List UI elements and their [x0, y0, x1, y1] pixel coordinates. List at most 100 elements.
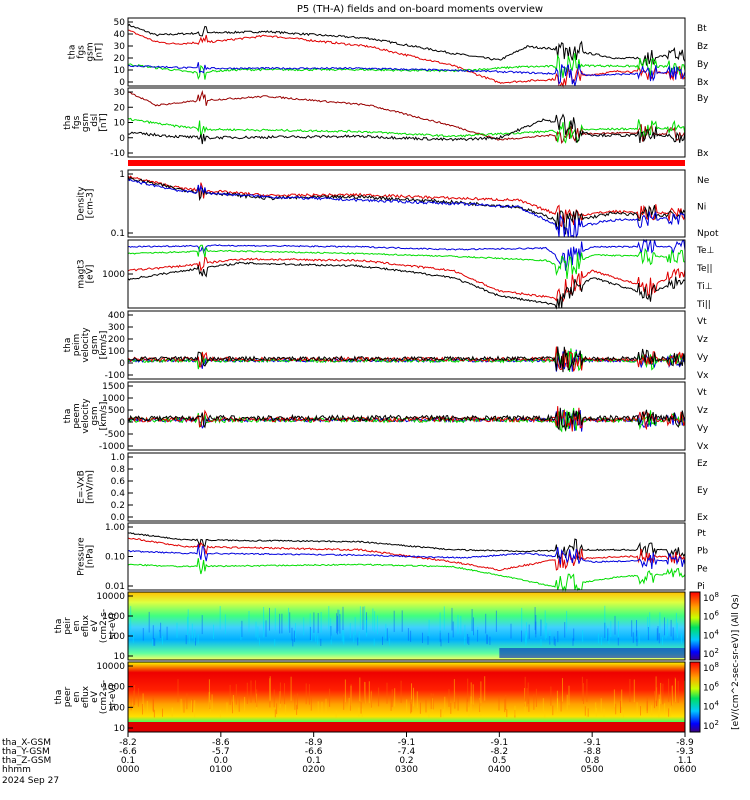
spectrogram-stripe — [132, 632, 134, 643]
spectrogram-stripe — [618, 621, 619, 638]
ylabel-line: [cm-3] — [86, 189, 96, 219]
colorbar-tick: 106 — [703, 680, 719, 693]
by-dsl-trace — [127, 117, 686, 144]
spectrogram-stripe — [372, 608, 374, 631]
spectrogram-stripe — [600, 636, 602, 646]
spectrogram-stripe — [472, 684, 474, 705]
spectrogram-stripe — [439, 630, 441, 642]
spectrogram-stripe — [464, 637, 466, 646]
spectrogram-stripe — [556, 690, 558, 708]
spectrogram-stripe — [130, 606, 132, 630]
panel-ylabel: thafgsgsm[nT] — [68, 42, 105, 61]
spectrogram-stripe — [290, 676, 292, 701]
spectrogram-stripe — [564, 622, 566, 638]
spectrogram-stripe — [308, 684, 310, 705]
spectrogram-stripe — [428, 619, 430, 637]
x-tick-label: 0600 — [674, 765, 697, 775]
spectrogram-stripe — [194, 709, 196, 718]
y-tick-label: 0.1 — [111, 229, 125, 239]
spectrogram-stripe — [134, 684, 136, 705]
spectrogram-stripe — [430, 693, 432, 710]
spectrogram-stripe — [359, 606, 361, 630]
spectrogram-stripe — [309, 613, 311, 634]
spectrogram-stripe — [194, 700, 196, 713]
spectrogram-stripe — [226, 702, 228, 714]
legend-label: Vt — [697, 388, 707, 398]
spectrogram-stripe — [317, 701, 319, 714]
spectrogram-stripe — [411, 699, 413, 713]
spectrogram-stripe — [309, 626, 311, 640]
spectrogram-stripe — [339, 614, 341, 634]
spectrogram-stripe — [162, 708, 163, 717]
legend-label: Ni — [697, 203, 706, 213]
y-tick-label: 50 — [114, 18, 126, 28]
bt-trace — [127, 23, 686, 67]
bz-trace — [127, 29, 686, 88]
spectrogram-stripe — [629, 679, 631, 702]
panel-frame — [127, 310, 686, 380]
ylabel-line: gsm — [90, 335, 100, 354]
spectrogram-stripe — [241, 620, 243, 637]
y-tick-label: 1.00 — [105, 523, 125, 533]
spectrogram-stripe — [274, 638, 276, 647]
ylabel-line: sr-eV) — [108, 613, 118, 639]
spectrogram-stripe — [600, 698, 602, 712]
spectrogram-stripe — [620, 700, 621, 713]
x-tick-label: 0.2 — [399, 756, 413, 766]
y-tick-label: 1000 — [102, 612, 125, 622]
spectrogram-stripe — [159, 631, 161, 643]
spectrogram-stripe — [667, 618, 669, 636]
te-par2-trace — [127, 261, 686, 310]
spectrogram-stripe — [510, 623, 512, 639]
spectrogram-stripe — [473, 617, 474, 636]
spectrogram-stripe — [240, 626, 242, 641]
ylabel-line: peem — [72, 403, 82, 429]
ylabel-line: eV — [90, 690, 100, 703]
pi-trace — [127, 544, 686, 570]
spectrogram-stripe — [439, 612, 441, 633]
spectrogram-stripe — [142, 693, 144, 710]
spectrogram-stripe — [183, 700, 185, 713]
spectrogram-stripe — [187, 609, 189, 632]
spectrogram-stripe — [142, 628, 144, 641]
spectrogram-stripe — [604, 605, 606, 630]
spectrogram-stripe — [276, 703, 278, 715]
spectrogram-stripe — [636, 702, 638, 714]
y-tick-label: -100 — [105, 371, 126, 381]
spectrogram-stripe — [595, 707, 597, 717]
spectrogram-stripe — [410, 630, 412, 642]
spectrogram-stripe — [554, 638, 556, 647]
spectrogram-stripe — [219, 710, 221, 718]
x-tick-label: -9.1 — [583, 738, 601, 748]
spectrogram-stripe — [186, 693, 188, 710]
x-axis-row-label: hhmm — [2, 765, 31, 775]
panel-frame — [127, 87, 686, 158]
colorbar-tick: 108 — [703, 661, 719, 674]
spectrogram-stripe — [208, 692, 210, 709]
ylabel-line: [mV/m] — [86, 470, 96, 504]
legend-label: Bx — [697, 149, 709, 159]
ylabel-line: [km/s] — [99, 402, 109, 431]
spectrogram-stripe — [289, 612, 291, 633]
spectrogram-stripe — [542, 698, 544, 712]
spectrogram-stripe — [209, 693, 211, 709]
spectrogram-stripe — [484, 676, 486, 701]
spectrogram-stripe — [259, 637, 260, 646]
by-trace — [127, 53, 686, 80]
spectrogram-stripe — [191, 623, 193, 639]
y-tick-label: 1 — [119, 170, 125, 180]
y-tick-label: 1000 — [102, 270, 125, 280]
spectrogram-stripe — [544, 710, 546, 718]
spectrogram-stripe — [338, 609, 340, 632]
spectrogram-stripe — [284, 683, 285, 705]
spectrogram-stripe — [201, 615, 203, 635]
spectrogram-stripe — [378, 687, 380, 707]
y-tick-label: -1000 — [99, 442, 125, 452]
spectrogram-stripe — [460, 615, 462, 635]
spectrogram-stripe — [647, 627, 649, 641]
spectrogram-stripe — [566, 694, 568, 710]
spectrogram-stripe — [428, 710, 430, 718]
y-tick-label: 30 — [114, 88, 126, 98]
spectrogram-stripe — [562, 678, 563, 702]
colorbar-tick-exp: 4 — [714, 700, 719, 708]
